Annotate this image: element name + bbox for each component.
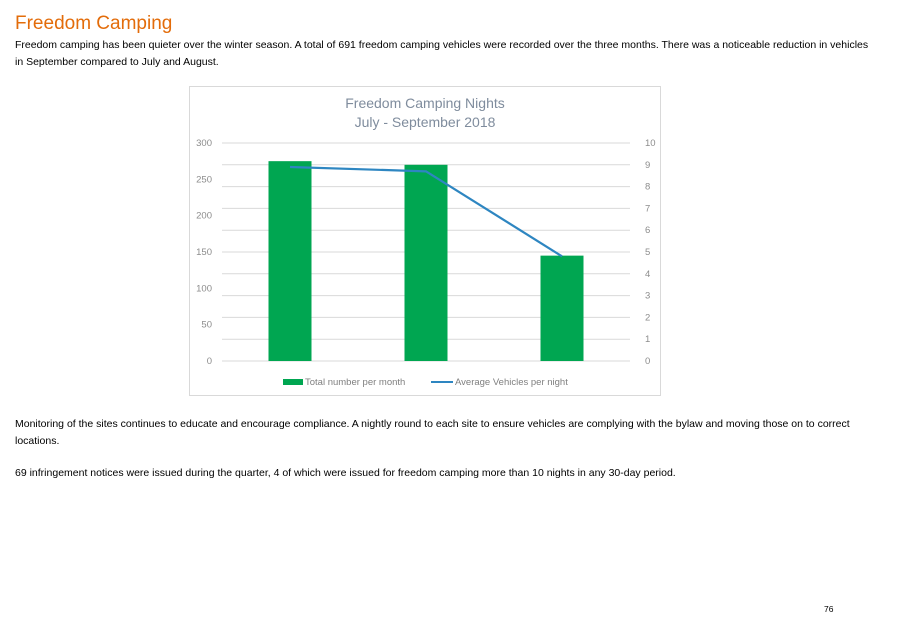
freedom-camping-chart: Freedom Camping Nights July - September … xyxy=(189,86,661,396)
intro-paragraph: Freedom camping has been quieter over th… xyxy=(15,39,869,68)
left-tick-label: 200 xyxy=(196,211,212,222)
right-tick-label: 0 xyxy=(645,356,650,367)
right-tick-label: 5 xyxy=(645,247,650,258)
right-tick-label: 4 xyxy=(645,269,650,280)
right-tick-label: 8 xyxy=(645,182,650,193)
right-tick-label: 9 xyxy=(645,160,650,171)
chart-legend: Total number per month Average Vehicles … xyxy=(283,377,568,388)
right-tick-label: 6 xyxy=(645,225,650,236)
legend-label-bar: Total number per month xyxy=(305,377,405,388)
left-tick-label: 250 xyxy=(196,174,212,185)
left-axis-ticks: 0 50 100 150 200 250 300 xyxy=(196,138,212,367)
page-number: 76 xyxy=(824,604,834,614)
right-tick-label: 10 xyxy=(645,138,656,149)
infringement-paragraph: 69 infringement notices were issued duri… xyxy=(15,467,676,479)
bar-2 xyxy=(404,164,448,361)
right-tick-label: 3 xyxy=(645,291,650,302)
chart-svg: Freedom Camping Nights July - September … xyxy=(196,95,656,388)
legend-swatch-bar xyxy=(283,379,303,385)
bar-3 xyxy=(540,255,584,361)
legend-label-line: Average Vehicles per night xyxy=(455,377,568,388)
bar-1 xyxy=(268,161,312,361)
right-tick-label: 1 xyxy=(645,334,650,345)
right-tick-label: 2 xyxy=(645,312,650,323)
bars-layer xyxy=(268,161,584,361)
chart-subtitle: July - September 2018 xyxy=(355,114,496,130)
average-vehicles-line xyxy=(289,165,563,258)
right-tick-label: 7 xyxy=(645,203,650,214)
left-tick-label: 0 xyxy=(207,356,212,367)
chart-title: Freedom Camping Nights xyxy=(345,95,505,111)
left-tick-label: 300 xyxy=(196,138,212,149)
monitoring-paragraph: Monitoring of the sites continues to edu… xyxy=(15,418,850,447)
section-heading: Freedom Camping xyxy=(15,13,173,34)
right-axis-ticks: 0 1 2 3 4 5 6 7 8 9 10 xyxy=(645,138,656,367)
left-tick-label: 50 xyxy=(201,320,212,331)
left-tick-label: 100 xyxy=(196,283,212,294)
left-tick-label: 150 xyxy=(196,247,212,258)
line-layer xyxy=(289,165,563,258)
